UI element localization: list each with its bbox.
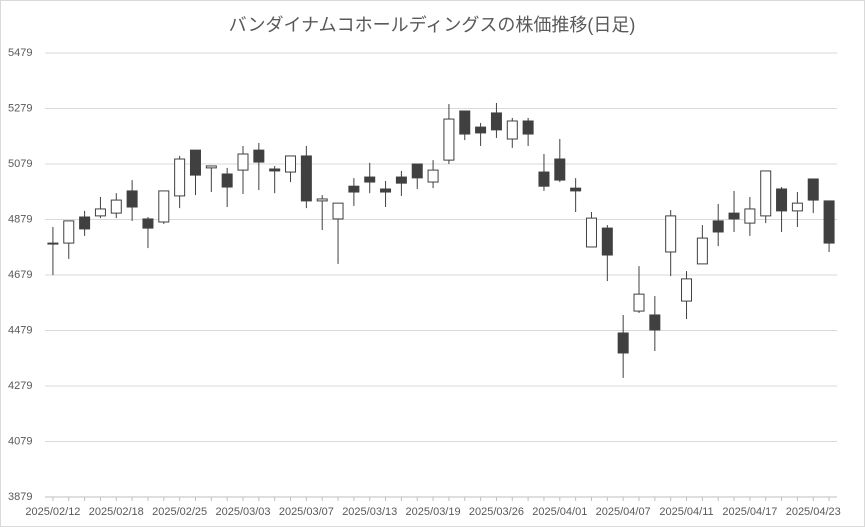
x-tick-label: 2025/03/19 bbox=[406, 506, 461, 518]
candle-body bbox=[253, 149, 265, 163]
candle-body bbox=[364, 176, 376, 183]
y-tick-label: 5079 bbox=[8, 158, 32, 170]
candle-body bbox=[269, 168, 281, 172]
candle-body bbox=[63, 220, 75, 244]
candle-body bbox=[411, 163, 423, 179]
candle-body bbox=[681, 278, 693, 302]
x-tick-label: 2025/03/26 bbox=[469, 506, 524, 518]
y-tick-label: 4079 bbox=[8, 435, 32, 447]
candle-body bbox=[94, 208, 106, 217]
y-tick-label: 4879 bbox=[8, 213, 32, 225]
candle-body bbox=[285, 155, 297, 173]
x-tick-label: 2025/04/23 bbox=[786, 506, 841, 518]
x-tick-label: 2025/04/17 bbox=[722, 506, 777, 518]
candle-body bbox=[776, 188, 788, 212]
y-tick-label: 4279 bbox=[8, 380, 32, 392]
candle-body bbox=[205, 165, 217, 169]
x-tick-label: 2025/04/11 bbox=[659, 506, 713, 518]
candle-body bbox=[221, 173, 233, 188]
y-tick-label: 5479 bbox=[8, 47, 32, 59]
x-tick-label: 2025/03/07 bbox=[279, 506, 334, 518]
chart-title: バンダイナムコホールディングスの株価推移(日足) bbox=[229, 15, 636, 35]
candle-body bbox=[744, 208, 756, 224]
x-tick-label: 2025/04/01 bbox=[532, 506, 587, 518]
candle-body bbox=[348, 185, 360, 193]
candle-body bbox=[538, 171, 550, 187]
x-tick-label: 2025/02/12 bbox=[25, 506, 80, 518]
candle-body bbox=[728, 212, 740, 220]
candle-body bbox=[79, 216, 91, 230]
candle-body bbox=[791, 202, 803, 212]
candle-body bbox=[459, 110, 471, 135]
candle-body bbox=[174, 158, 186, 197]
candle-body bbox=[142, 218, 154, 229]
x-tick-label: 2025/04/07 bbox=[596, 506, 651, 518]
candle-body bbox=[601, 227, 613, 256]
candle-body bbox=[617, 332, 629, 354]
x-tick-label: 2025/03/03 bbox=[215, 506, 270, 518]
candle-body bbox=[490, 112, 502, 131]
candle-body bbox=[47, 242, 59, 245]
candle-body bbox=[712, 220, 724, 233]
candle-body bbox=[189, 149, 201, 176]
candle-body bbox=[475, 126, 487, 134]
candle-body bbox=[332, 202, 344, 220]
candle-body bbox=[585, 217, 597, 248]
candle-body bbox=[696, 237, 708, 265]
candle-body bbox=[506, 120, 518, 140]
x-tick-label: 2025/03/13 bbox=[342, 506, 397, 518]
candle-body bbox=[427, 169, 439, 183]
candle-body bbox=[300, 155, 312, 202]
candle-body bbox=[649, 314, 661, 331]
y-tick-label: 3879 bbox=[8, 491, 32, 503]
candle-body bbox=[760, 170, 772, 217]
y-tick-label: 5279 bbox=[8, 102, 32, 114]
y-tick-label: 4479 bbox=[8, 324, 32, 336]
x-tick-label: 2025/02/25 bbox=[152, 506, 207, 518]
candle-body bbox=[633, 293, 645, 312]
candle-body bbox=[823, 200, 835, 244]
candle-body bbox=[110, 199, 122, 214]
candle-body bbox=[443, 118, 455, 161]
candle-body bbox=[807, 178, 819, 201]
candle-body bbox=[554, 158, 566, 181]
candle-body bbox=[570, 187, 582, 192]
candle-body bbox=[380, 188, 392, 193]
candle-body bbox=[237, 153, 249, 171]
candle-body bbox=[316, 198, 328, 202]
y-tick-label: 4679 bbox=[8, 269, 32, 281]
candle-body bbox=[522, 120, 534, 135]
candle-body bbox=[158, 190, 170, 223]
candle-body bbox=[665, 215, 677, 253]
candle-body bbox=[395, 176, 407, 184]
x-tick-label: 2025/02/18 bbox=[89, 506, 144, 518]
candle-body bbox=[126, 190, 138, 208]
